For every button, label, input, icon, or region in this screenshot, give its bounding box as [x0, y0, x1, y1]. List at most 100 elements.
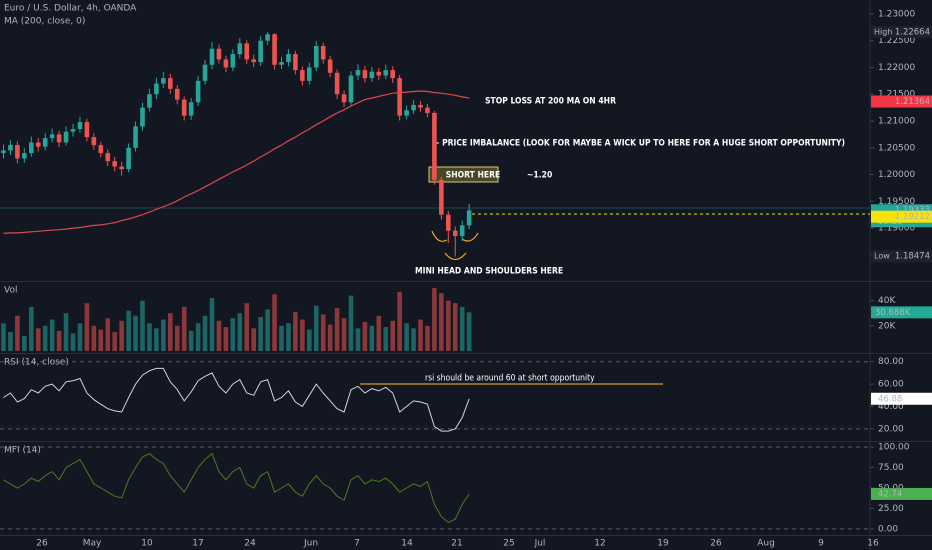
- volume-bar: [84, 303, 90, 351]
- volume-bar: [307, 329, 312, 351]
- volume-bar: [133, 315, 138, 351]
- volume-bar: [98, 329, 104, 351]
- annotation: ← PRICE IMBALANCE (LOOK FOR MAYBE A WICK…: [433, 139, 845, 149]
- volume-bar: [369, 325, 375, 351]
- volume-bar: [383, 327, 389, 351]
- y-tick-label: 1.22500: [878, 36, 915, 46]
- candle-body: [209, 48, 215, 65]
- ma-line: [3, 90, 470, 234]
- volume-bar: [70, 333, 76, 351]
- candle-body: [418, 104, 423, 108]
- volume-bar: [1, 323, 6, 351]
- candle-body: [22, 153, 27, 159]
- candle-body: [112, 161, 117, 167]
- candle-body: [91, 137, 97, 146]
- volume-bar: [466, 312, 472, 351]
- volume-bar: [202, 315, 208, 351]
- candle-body: [439, 179, 444, 215]
- candle-body: [272, 34, 277, 65]
- volume-bar: [15, 315, 20, 351]
- candle-body: [168, 78, 173, 89]
- candle-body: [202, 64, 208, 81]
- x-tick-label: 24: [244, 539, 256, 549]
- candle-body: [320, 46, 326, 60]
- x-tick-label: 9: [818, 539, 824, 549]
- candle-body: [119, 166, 124, 170]
- value-tag: [871, 306, 932, 319]
- ma-legend: MA (200, close, 0): [4, 17, 85, 27]
- candle-body: [105, 153, 111, 162]
- volume-bar: [216, 320, 222, 351]
- volume-bar: [300, 319, 305, 351]
- volume-bar: [397, 291, 402, 351]
- price-tag-label: High: [874, 27, 892, 36]
- x-tick-label: Jun: [303, 539, 318, 549]
- x-tick-label: 7: [354, 539, 360, 549]
- candle-body: [35, 142, 41, 147]
- y-tick-label: 40K: [878, 296, 896, 306]
- candle-body: [397, 78, 402, 116]
- annotation: STOP LOSS AT 200 MA ON 4HR: [485, 97, 616, 107]
- y-tick-label: 20.00: [878, 424, 904, 434]
- annotation: ~1.20: [527, 171, 552, 181]
- candle-body: [446, 214, 451, 231]
- candle-body: [70, 129, 76, 132]
- price-tag: [871, 95, 932, 108]
- volume-bar: [327, 324, 333, 351]
- candle-body: [223, 59, 229, 68]
- candle-body: [341, 94, 347, 103]
- price-tag-value: 1.18474: [895, 252, 930, 262]
- candle-body: [307, 67, 312, 81]
- volume-bar: [251, 328, 256, 351]
- volume-bar: [8, 332, 13, 351]
- candle-body: [362, 70, 368, 79]
- candle-body: [195, 80, 201, 103]
- volume-bar: [49, 319, 55, 351]
- price-tag: [871, 250, 932, 263]
- indicator-line: [3, 452, 470, 523]
- volume-bar: [223, 327, 229, 351]
- volume-bar: [411, 328, 416, 351]
- volume-bar: [439, 293, 444, 351]
- volume-bar: [348, 295, 354, 351]
- candle-body: [188, 102, 194, 116]
- value-tag: [871, 487, 932, 500]
- candle-body: [300, 70, 305, 81]
- volume-bar: [244, 303, 250, 351]
- candle-body: [411, 104, 416, 111]
- volume-bar: [293, 311, 298, 351]
- volume-bar: [188, 330, 194, 351]
- volume-bar: [56, 330, 62, 351]
- y-tick-label: 60.00: [878, 380, 904, 390]
- candle-body: [1, 150, 6, 154]
- volume-bar: [452, 303, 458, 351]
- candle-body: [56, 134, 62, 143]
- volume-bar: [279, 325, 284, 351]
- candle-body: [376, 71, 382, 76]
- volume-bar: [126, 310, 131, 351]
- candle-body: [77, 122, 83, 130]
- y-tick-label: 75.00: [878, 463, 904, 473]
- volume-bar: [418, 319, 423, 351]
- candle-body: [459, 225, 465, 237]
- candle-body: [355, 70, 361, 76]
- candle-body: [313, 46, 319, 68]
- volume-bar: [174, 325, 180, 351]
- candle-body: [279, 62, 284, 65]
- price-tag-value: 1.22664: [895, 27, 930, 37]
- volume-bar: [362, 322, 368, 351]
- candle-body: [216, 48, 222, 60]
- candle-body: [327, 59, 333, 73]
- x-tick-label: Aug: [757, 539, 775, 549]
- volume-bar: [22, 335, 27, 351]
- candle-body: [348, 75, 354, 103]
- x-tick-label: 12: [594, 539, 605, 549]
- x-tick-label: 26: [36, 539, 48, 549]
- x-tick-label: 21: [451, 539, 462, 549]
- volume-bar: [91, 325, 97, 351]
- volume-bar: [42, 325, 48, 351]
- volume-bar: [63, 313, 69, 351]
- candle-body: [8, 145, 13, 151]
- y-tick-label: 20K: [878, 321, 896, 331]
- volume-bar: [404, 323, 409, 351]
